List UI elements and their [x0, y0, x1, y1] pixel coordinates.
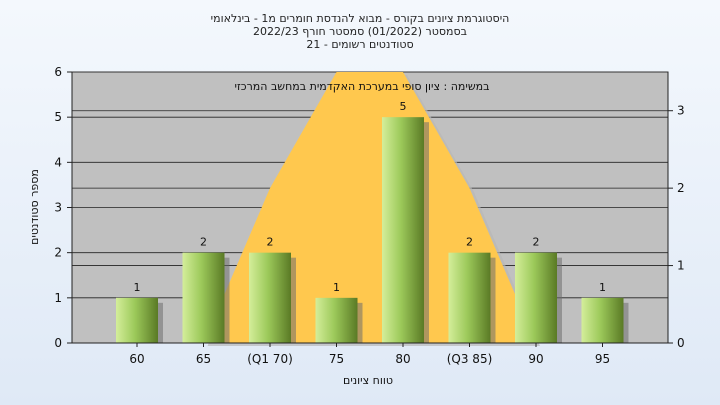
- data-label: 2: [200, 236, 207, 249]
- data-label: 1: [333, 281, 340, 294]
- bar: [515, 252, 557, 343]
- y-tick-label: 5: [54, 110, 62, 124]
- bar: [382, 117, 424, 344]
- x-tick-label: 75: [329, 352, 344, 366]
- bar: [116, 297, 158, 343]
- y-tick-label: 4: [54, 155, 62, 169]
- x-tick-label: (Q3 85): [447, 352, 493, 366]
- bar: [581, 297, 624, 343]
- data-label: 2: [466, 236, 473, 249]
- data-label: 1: [134, 281, 141, 294]
- chart-title-line-3: סטודנטים רשומים - 21: [306, 38, 413, 51]
- x-tick-label: 80: [395, 352, 410, 366]
- data-label: 2: [533, 236, 540, 249]
- x-tick-label: 60: [129, 352, 144, 366]
- x-tick-label: 90: [528, 352, 543, 366]
- y2-tick-label: 0: [677, 336, 685, 350]
- y-tick-label: 0: [54, 336, 62, 350]
- y2-tick-label: 3: [677, 104, 685, 118]
- x-tick-label: 95: [595, 352, 610, 366]
- y-tick-label: 2: [54, 246, 62, 260]
- chart-annotation: במשימה : ציון סופי במערכת האקדמית במחשב …: [235, 80, 490, 93]
- bar: [448, 252, 491, 343]
- x-tick-label: (Q1 70): [247, 352, 293, 366]
- chart-title-line-2: בסמסטר (01/2022) סמסטר חורף 2022/23: [253, 25, 467, 38]
- x-axis-title: טווח ציונים: [343, 374, 393, 387]
- y-tick-label: 6: [54, 65, 62, 79]
- x-tick-label: 65: [196, 352, 211, 366]
- y-axis-title: מספר סטודנטים: [28, 169, 41, 245]
- bar: [249, 252, 291, 343]
- bar: [182, 252, 225, 343]
- data-label: 5: [400, 100, 407, 113]
- data-label: 1: [599, 281, 606, 294]
- chart-title-line-1: היסטוגרמת ציונים בקורס - מבוא להנדסת חומ…: [211, 12, 510, 25]
- data-label: 2: [267, 236, 274, 249]
- y2-tick-label: 2: [677, 181, 685, 195]
- y2-tick-label: 1: [677, 259, 685, 273]
- y-tick-label: 3: [54, 201, 62, 215]
- y-tick-label: 1: [54, 291, 62, 305]
- bar: [315, 297, 358, 343]
